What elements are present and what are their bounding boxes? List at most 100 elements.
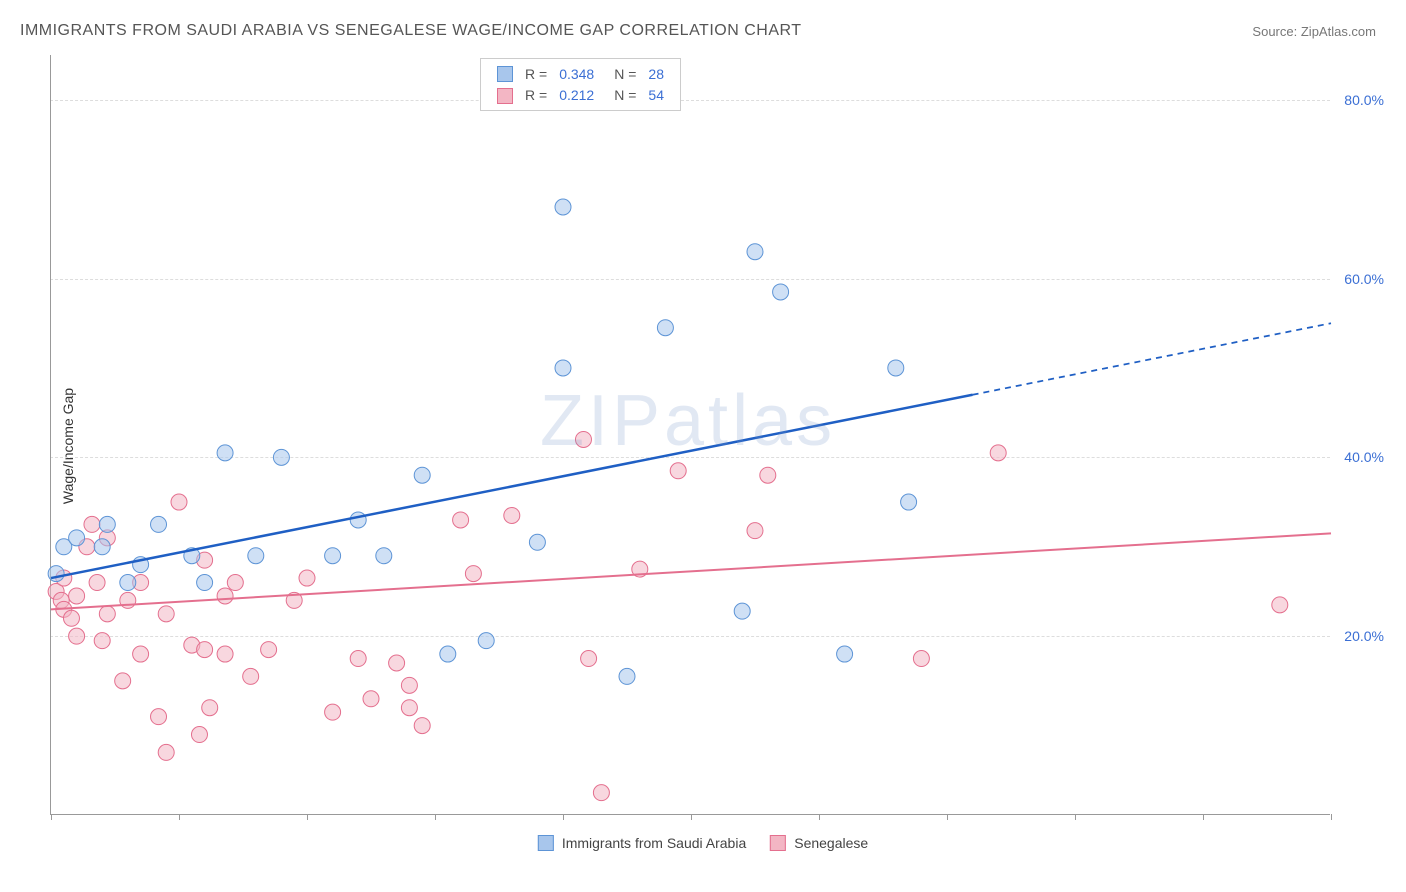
data-point — [191, 727, 207, 743]
legend-swatch — [538, 835, 554, 851]
data-point — [48, 566, 64, 582]
data-point — [171, 494, 187, 510]
legend-item: Immigrants from Saudi Arabia — [538, 835, 746, 851]
x-tick-mark — [307, 814, 308, 820]
data-point — [901, 494, 917, 510]
data-point — [747, 244, 763, 260]
data-point — [89, 575, 105, 591]
data-point — [158, 606, 174, 622]
data-point — [227, 575, 243, 591]
x-tick-mark — [947, 814, 948, 820]
legend-row: R =0.212N =54 — [491, 84, 670, 105]
data-point — [197, 575, 213, 591]
n-value: 54 — [642, 84, 670, 105]
trend-line — [51, 533, 1331, 609]
r-value: 0.212 — [553, 84, 600, 105]
legend-row: R =0.348N =28 — [491, 63, 670, 84]
correlation-legend: R =0.348N =28R =0.212N =54 — [480, 58, 681, 111]
data-point — [299, 570, 315, 586]
data-point — [99, 516, 115, 532]
data-point — [217, 588, 233, 604]
data-point — [504, 507, 520, 523]
data-point — [202, 700, 218, 716]
data-point — [990, 445, 1006, 461]
x-tick-mark — [51, 814, 52, 820]
data-point — [401, 677, 417, 693]
data-point — [94, 633, 110, 649]
x-tick-mark — [691, 814, 692, 820]
data-point — [773, 284, 789, 300]
data-point — [63, 610, 79, 626]
data-point — [120, 575, 136, 591]
data-point — [555, 199, 571, 215]
n-label: N = — [600, 84, 642, 105]
correlation-legend-table: R =0.348N =28R =0.212N =54 — [491, 63, 670, 106]
data-point — [837, 646, 853, 662]
data-point — [453, 512, 469, 528]
data-point — [273, 449, 289, 465]
y-tick-label: 40.0% — [1344, 449, 1384, 465]
data-point — [478, 633, 494, 649]
data-point — [1272, 597, 1288, 613]
data-point — [217, 646, 233, 662]
data-point — [760, 467, 776, 483]
data-point — [414, 467, 430, 483]
r-label: R = — [519, 63, 553, 84]
source-name: ZipAtlas.com — [1301, 24, 1376, 39]
legend-series-name: Immigrants from Saudi Arabia — [562, 835, 746, 851]
data-point — [350, 651, 366, 667]
y-tick-label: 20.0% — [1344, 628, 1384, 644]
data-point — [217, 445, 233, 461]
r-value: 0.348 — [553, 63, 600, 84]
data-point — [581, 651, 597, 667]
data-point — [151, 709, 167, 725]
y-tick-label: 60.0% — [1344, 271, 1384, 287]
data-point — [350, 512, 366, 528]
data-point — [84, 516, 100, 532]
data-point — [465, 566, 481, 582]
data-point — [747, 523, 763, 539]
x-tick-mark — [1075, 814, 1076, 820]
source-label: Source: — [1252, 24, 1297, 39]
data-point — [325, 704, 341, 720]
legend-item: Senegalese — [770, 835, 868, 851]
x-tick-mark — [435, 814, 436, 820]
data-point — [414, 718, 430, 734]
data-point — [197, 642, 213, 658]
plot-area — [50, 55, 1330, 815]
chart-container: IMMIGRANTS FROM SAUDI ARABIA VS SENEGALE… — [0, 0, 1406, 892]
data-point — [913, 651, 929, 667]
x-tick-mark — [563, 814, 564, 820]
data-point — [69, 628, 85, 644]
data-point — [69, 530, 85, 546]
data-point — [325, 548, 341, 564]
n-label: N = — [600, 63, 642, 84]
data-point — [158, 744, 174, 760]
x-tick-mark — [819, 814, 820, 820]
data-point — [734, 603, 750, 619]
scatter-svg — [51, 55, 1330, 814]
data-point — [657, 320, 673, 336]
y-tick-label: 80.0% — [1344, 92, 1384, 108]
data-point — [69, 588, 85, 604]
data-point — [593, 785, 609, 801]
x-tick-mark — [179, 814, 180, 820]
data-point — [529, 534, 545, 550]
trend-line-extrapolated — [973, 323, 1331, 395]
data-point — [440, 646, 456, 662]
legend-series-name: Senegalese — [794, 835, 868, 851]
data-point — [94, 539, 110, 555]
data-point — [575, 431, 591, 447]
legend-swatch — [497, 88, 513, 104]
x-tick-mark — [1203, 814, 1204, 820]
data-point — [261, 642, 277, 658]
trend-line — [51, 395, 973, 578]
data-point — [401, 700, 417, 716]
data-point — [115, 673, 131, 689]
data-point — [243, 668, 259, 684]
n-value: 28 — [642, 63, 670, 84]
data-point — [99, 606, 115, 622]
data-point — [888, 360, 904, 376]
x-tick-mark — [1331, 814, 1332, 820]
data-point — [133, 646, 149, 662]
